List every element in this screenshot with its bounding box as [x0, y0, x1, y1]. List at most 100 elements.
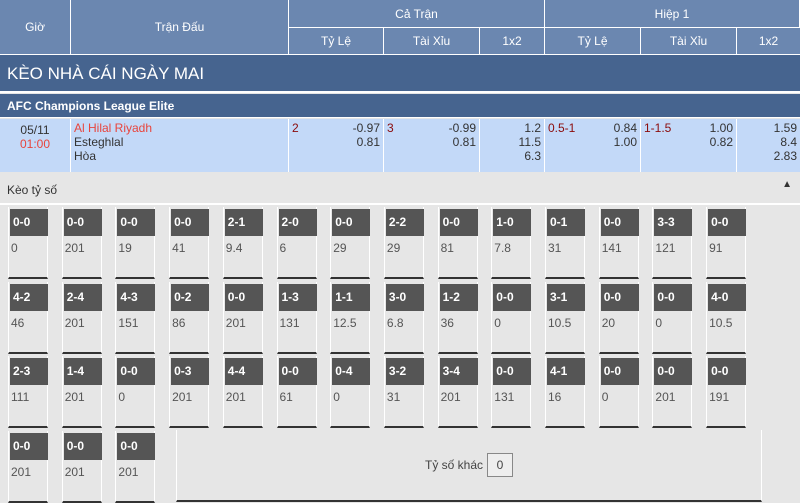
score-cell[interactable]: 0-0 201: [8, 430, 48, 503]
score-cell[interactable]: 1-2 36: [437, 281, 478, 354]
score-odds[interactable]: 0: [601, 390, 609, 404]
score-odds[interactable]: 12.5: [333, 315, 357, 330]
score-cell[interactable]: 3-1 10.5: [545, 281, 585, 354]
score-cell[interactable]: 3-2 31: [383, 356, 424, 428]
score-cell[interactable]: 2-1 9.4: [222, 207, 263, 279]
score-odds[interactable]: 131: [494, 390, 515, 404]
score-odds[interactable]: 81: [440, 241, 454, 255]
half-over-odds[interactable]: 1.00: [709, 121, 733, 135]
score-cell[interactable]: 0-0 91: [706, 207, 747, 279]
score-cell[interactable]: 1-3 131: [276, 281, 317, 354]
score-cell[interactable]: 0-0 81: [437, 207, 478, 279]
score-odds[interactable]: 201: [118, 464, 139, 479]
other-score[interactable]: Tỷ số khác 0: [176, 430, 762, 502]
under-odds[interactable]: 0.81: [452, 135, 476, 149]
score-cell[interactable]: 0-0 201: [652, 356, 693, 428]
score-odds[interactable]: 6.8: [386, 315, 404, 330]
score-cell[interactable]: 4-0 10.5: [706, 281, 747, 354]
score-cell[interactable]: 0-0 0: [598, 356, 639, 428]
score-odds[interactable]: 201: [11, 464, 32, 479]
score-odds[interactable]: 201: [64, 315, 85, 330]
score-cell[interactable]: 0-0 201: [61, 207, 102, 279]
score-odds[interactable]: 0: [118, 390, 126, 404]
score-cell[interactable]: 0-0 41: [169, 207, 210, 279]
score-odds[interactable]: 0: [333, 390, 340, 404]
collapse-triangle-icon[interactable]: ▲: [782, 179, 792, 190]
score-odds[interactable]: 19: [118, 241, 132, 255]
score-cell[interactable]: 1-4 201: [61, 356, 102, 428]
score-cell[interactable]: 0-0 0: [115, 356, 156, 428]
score-cell[interactable]: 0-3 201: [169, 356, 210, 428]
score-cell[interactable]: 0-0 20: [598, 281, 639, 354]
half-home-win-odds[interactable]: 1.59: [773, 121, 797, 135]
score-cell[interactable]: 3-4 201: [437, 356, 478, 428]
score-cell[interactable]: 0-0 141: [598, 207, 639, 279]
home-win-odds[interactable]: 1.2: [524, 121, 541, 135]
score-cell[interactable]: 0-4 0: [330, 356, 371, 428]
half-under-odds[interactable]: 0.82: [709, 135, 733, 149]
score-odds[interactable]: 41: [172, 241, 186, 255]
score-cell[interactable]: 2-4 201: [61, 281, 102, 354]
score-cell[interactable]: 0-0 201: [222, 281, 263, 354]
score-cell[interactable]: 0-2 86: [169, 281, 210, 354]
score-odds[interactable]: 29: [333, 241, 347, 255]
handicap-away-odds[interactable]: 0.81: [356, 135, 380, 149]
score-odds[interactable]: 91: [709, 241, 723, 255]
score-cell[interactable]: 0-0 201: [61, 430, 102, 503]
score-cell[interactable]: 4-2 46: [8, 281, 48, 354]
score-cell[interactable]: 0-0 131: [491, 356, 532, 428]
score-odds[interactable]: 201: [64, 464, 85, 479]
half-draw-odds[interactable]: 2.83: [773, 149, 797, 163]
score-odds[interactable]: 131: [279, 315, 300, 330]
score-odds[interactable]: 201: [64, 390, 85, 404]
half-away-win-odds[interactable]: 8.4: [780, 135, 797, 149]
score-cell[interactable]: 1-0 7.8: [491, 207, 532, 279]
score-odds[interactable]: 201: [225, 315, 246, 330]
score-cell[interactable]: 2-3 111: [8, 356, 48, 428]
correct-score-header[interactable]: Kèo tỷ số ▲: [0, 172, 800, 205]
score-cell[interactable]: 0-0 0: [8, 207, 48, 279]
score-cell[interactable]: 0-0 0: [491, 281, 532, 354]
score-odds[interactable]: 201: [225, 390, 246, 404]
score-cell[interactable]: 4-4 201: [222, 356, 263, 428]
score-odds[interactable]: 6: [279, 241, 287, 255]
score-odds[interactable]: 46: [11, 315, 25, 330]
score-odds[interactable]: 36: [440, 315, 454, 330]
score-odds[interactable]: 20: [601, 315, 616, 330]
score-odds[interactable]: 201: [172, 390, 193, 404]
score-odds[interactable]: 201: [64, 241, 85, 255]
score-cell[interactable]: 4-1 16: [545, 356, 585, 428]
score-odds[interactable]: 29: [386, 241, 401, 255]
score-cell[interactable]: 3-0 6.8: [383, 281, 424, 354]
score-odds[interactable]: 16: [548, 390, 562, 404]
score-odds[interactable]: 31: [548, 241, 562, 255]
score-cell[interactable]: 0-0 0: [652, 281, 693, 354]
score-cell[interactable]: 0-0 191: [706, 356, 747, 428]
score-odds[interactable]: 151: [118, 315, 139, 330]
score-odds[interactable]: 7.8: [494, 241, 511, 255]
score-odds[interactable]: 10.5: [709, 315, 733, 330]
score-odds[interactable]: 191: [709, 390, 730, 404]
score-odds[interactable]: 201: [655, 390, 676, 404]
score-odds[interactable]: 201: [440, 390, 461, 404]
match-row[interactable]: 05/11 01:00 Al Hilal Riyadh Esteghlal Hò…: [0, 119, 800, 172]
score-cell[interactable]: 4-3 151: [115, 281, 156, 354]
score-odds[interactable]: 61: [279, 390, 293, 404]
score-cell[interactable]: 0-0 61: [276, 356, 317, 428]
home-team[interactable]: Al Hilal Riyadh: [74, 121, 153, 135]
handicap-home-odds[interactable]: -0.97: [352, 121, 380, 135]
score-cell[interactable]: 1-1 12.5: [330, 281, 371, 354]
away-team[interactable]: Esteghlal: [74, 135, 124, 149]
score-odds[interactable]: 111: [11, 390, 30, 404]
score-odds[interactable]: 141: [601, 241, 622, 255]
score-cell[interactable]: 0-0 29: [330, 207, 371, 279]
half-handicap-away-odds[interactable]: 1.00: [613, 135, 637, 149]
score-odds[interactable]: 0: [11, 241, 18, 255]
score-odds[interactable]: 10.5: [548, 315, 572, 330]
score-odds[interactable]: 9.4: [225, 241, 243, 255]
score-odds[interactable]: 86: [172, 315, 186, 330]
score-cell[interactable]: 3-3 121: [652, 207, 693, 279]
other-score-value[interactable]: 0: [487, 453, 514, 477]
away-win-odds[interactable]: 11.5: [518, 135, 541, 149]
score-odds[interactable]: 31: [386, 390, 401, 404]
